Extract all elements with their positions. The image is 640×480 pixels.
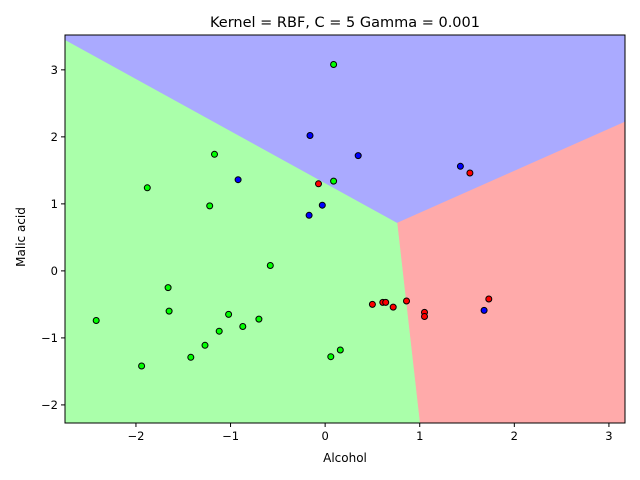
data-point-series-2 [480, 306, 488, 314]
y-axis-label: Malic acid [14, 207, 28, 267]
data-point-series-1 [330, 61, 338, 68]
y-tick-label: 0 [51, 264, 58, 278]
data-point-series-1 [336, 346, 344, 354]
data-point-series-2 [305, 211, 313, 219]
x-tick-label: 2 [511, 429, 518, 443]
data-points [92, 61, 493, 370]
data-point-series-1 [327, 353, 335, 361]
data-point-series-1 [138, 362, 146, 370]
data-point-series-1 [239, 323, 247, 330]
data-point-series-1 [255, 315, 263, 323]
x-tick-label: −2 [127, 429, 144, 443]
data-point-series-0 [421, 313, 428, 320]
data-point-series-2 [354, 152, 362, 160]
y-tick-label: 3 [51, 63, 58, 77]
data-point-series-1 [215, 327, 223, 335]
y-tick-label: −1 [41, 331, 58, 345]
y-tick-label: −2 [41, 398, 58, 412]
data-point-series-0 [485, 295, 493, 303]
data-point-series-0 [368, 300, 376, 308]
data-point-series-1 [225, 310, 233, 318]
data-point-series-0 [403, 297, 410, 305]
data-point-series-1 [201, 341, 209, 349]
plot-frame [64, 34, 626, 424]
data-point-series-2 [456, 162, 464, 170]
y-tick-label: 2 [51, 130, 58, 144]
y-tick-label: 1 [51, 197, 58, 211]
y-axis: −2 −1 0 1 2 3 [41, 63, 65, 412]
data-point-series-1 [187, 353, 195, 361]
data-point-series-1 [206, 202, 214, 210]
x-tick-label: 3 [605, 429, 612, 443]
decision-regions [64, 34, 626, 424]
data-point-series-0 [315, 180, 322, 188]
chart-title: Kernel = RBF, C = 5 Gamma = 0.001 [210, 15, 480, 31]
data-point-series-2 [234, 176, 242, 184]
data-point-series-1 [330, 177, 338, 185]
x-tick-label: 1 [416, 429, 423, 443]
data-point-series-0 [466, 169, 474, 177]
data-point-series-1 [164, 284, 172, 292]
data-point-series-1 [165, 307, 173, 315]
data-point-series-2 [318, 201, 326, 209]
data-point-series-0 [389, 303, 397, 311]
data-point-series-1 [143, 184, 151, 192]
data-point-series-2 [306, 132, 314, 139]
data-point-series-0 [382, 298, 390, 306]
data-point-series-1 [211, 150, 218, 158]
data-point-series-1 [266, 262, 274, 269]
x-tick-label: 0 [321, 429, 328, 443]
data-point-series-1 [92, 317, 100, 324]
x-axis: −2 −1 0 1 2 3 [127, 423, 613, 443]
x-tick-label: −1 [222, 429, 239, 443]
x-axis-label: Alcohol [323, 451, 367, 465]
